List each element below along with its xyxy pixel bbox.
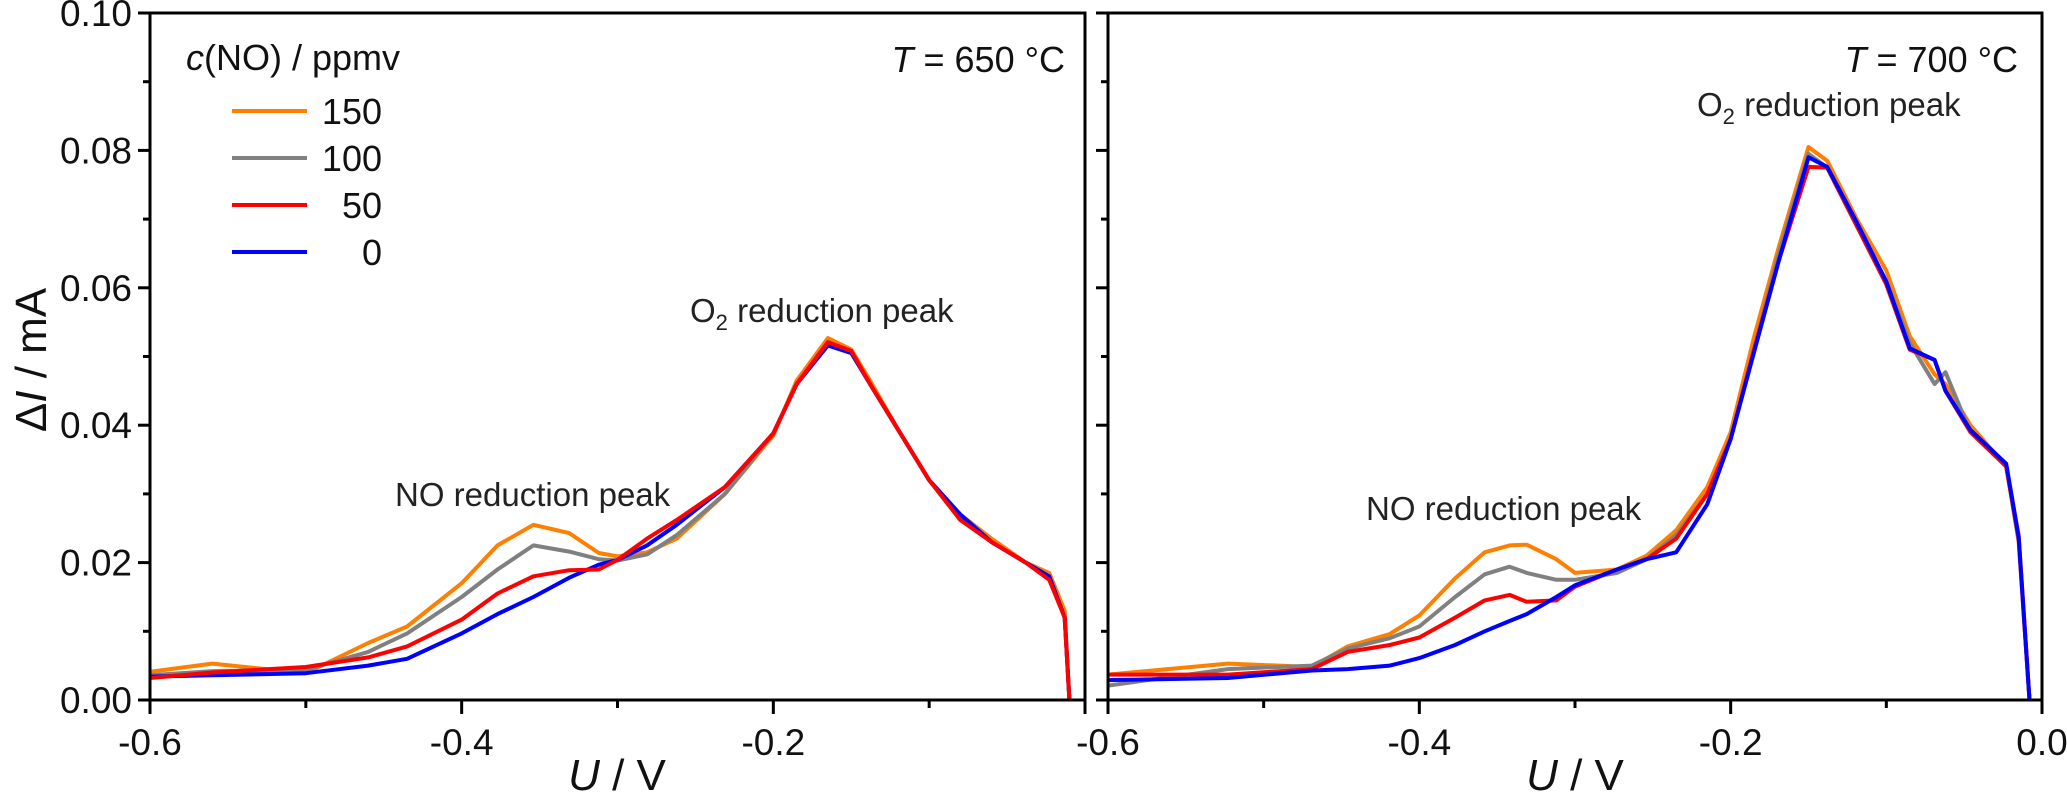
series-line-150-ppmv bbox=[1108, 145, 2032, 701]
legend-label-150: 150 bbox=[322, 91, 382, 132]
y-tick-label: 0.08 bbox=[60, 130, 132, 171]
series-line-0-ppmv bbox=[150, 343, 1072, 701]
y-axis-title: ΔI / mA bbox=[7, 287, 56, 432]
x-tick-label: 0.0 bbox=[2016, 722, 2067, 763]
o2-peak-label-left: O2 reduction peak bbox=[690, 292, 954, 335]
series-line-100-ppmv bbox=[150, 340, 1072, 701]
series-group bbox=[1108, 145, 2032, 701]
x-axis-title-left: U / V bbox=[568, 751, 666, 800]
series-line-50-ppmv bbox=[1108, 164, 2032, 701]
legend-label-50: 50 bbox=[342, 185, 382, 226]
x-tick-label: -0.4 bbox=[1387, 722, 1451, 763]
series-line-50-ppmv bbox=[150, 340, 1072, 701]
x-tick-label: -0.6 bbox=[118, 722, 182, 763]
legend-label-100: 100 bbox=[322, 138, 382, 179]
legend: c(NO) / ppmv 150 100 50 0 bbox=[186, 37, 400, 273]
y-tick-label: 0.00 bbox=[60, 680, 132, 721]
panel-title-700: T = 700 °C bbox=[1845, 39, 2019, 80]
panel-700C: -0.6 -0.4 -0.2 0.0 bbox=[1076, 11, 2067, 763]
o2-peak-label-right: O2 reduction peak bbox=[1697, 86, 1961, 129]
y-tick-label: 0.04 bbox=[60, 405, 132, 446]
y-tick-label: 0.06 bbox=[60, 268, 132, 309]
series-line-0-ppmv bbox=[1108, 155, 2032, 701]
x-tick-label: -0.4 bbox=[430, 722, 494, 763]
legend-title: c(NO) / ppmv bbox=[186, 37, 400, 78]
y-tick-label: 0.02 bbox=[60, 543, 132, 584]
panel-650C: 0.00 0.02 0.04 0.06 0.08 0.10 -0.6 -0.4 -0.2 bbox=[60, 0, 1087, 763]
no-peak-label-left: NO reduction peak bbox=[395, 476, 671, 513]
x-axis-title-right: U / V bbox=[1526, 751, 1624, 800]
series-line-150-ppmv bbox=[150, 336, 1072, 701]
legend-label-0: 0 bbox=[362, 232, 382, 273]
x-tick-label: -0.2 bbox=[741, 722, 805, 763]
series-group bbox=[150, 336, 1072, 701]
plot-frame bbox=[148, 11, 1087, 702]
panel-title-650: T = 650 °C bbox=[892, 39, 1066, 80]
x-tick-label: -0.2 bbox=[1699, 722, 1763, 763]
no-peak-label-right: NO reduction peak bbox=[1366, 490, 1642, 527]
y-tick-label: 0.10 bbox=[60, 0, 132, 34]
series-line-100-ppmv bbox=[1108, 151, 2032, 701]
x-tick-label: -0.6 bbox=[1076, 722, 1140, 763]
